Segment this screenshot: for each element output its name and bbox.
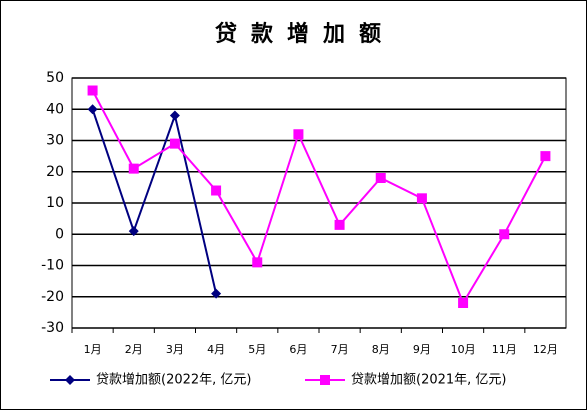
legend-label: 贷款增加额(2021年, 亿元)	[351, 373, 507, 388]
marker	[416, 193, 427, 204]
y-tick-label: -20	[41, 289, 64, 305]
x-tick-label: 11月	[492, 343, 517, 356]
x-tick-label: 3月	[166, 343, 184, 356]
y-tick-label: 10	[46, 195, 64, 211]
marker	[65, 375, 75, 385]
chart-title: 贷款增加额	[215, 21, 395, 47]
x-tick-label: 8月	[372, 343, 390, 356]
marker	[128, 226, 139, 237]
x-tick-label: 1月	[84, 343, 102, 356]
marker	[169, 110, 180, 121]
marker	[87, 104, 98, 115]
x-tick-label: 2月	[125, 343, 143, 356]
y-tick-label: 40	[46, 101, 64, 117]
y-tick-label: 30	[46, 133, 64, 149]
y-tick-label: -10	[41, 258, 64, 274]
legend-label: 贷款增加额(2022年, 亿元)	[96, 373, 252, 388]
marker	[87, 85, 98, 96]
x-tick-label: 12月	[533, 343, 558, 356]
marker	[252, 257, 263, 268]
x-tick-label: 5月	[248, 343, 266, 356]
x-tick-label: 4月	[207, 343, 225, 356]
line	[91, 90, 547, 306]
marker	[458, 298, 469, 308]
marker	[540, 151, 551, 162]
marker	[375, 173, 386, 183]
marker	[499, 229, 510, 240]
line	[91, 108, 218, 294]
x-tick-label: 9月	[413, 343, 431, 356]
x-tick-label: 6月	[289, 343, 307, 356]
marker	[211, 185, 222, 196]
x-tick-label: 10月	[451, 343, 476, 356]
marker	[293, 129, 304, 140]
marker	[320, 375, 330, 385]
x-tick-label: 7月	[331, 343, 349, 356]
marker	[128, 163, 139, 174]
marker	[211, 288, 222, 299]
y-tick-label: 0	[55, 226, 64, 242]
y-tick-label: 20	[46, 164, 64, 180]
y-tick-label: 50	[46, 70, 64, 86]
marker	[334, 219, 345, 230]
y-tick-label: -30	[41, 320, 64, 336]
marker	[169, 138, 180, 149]
